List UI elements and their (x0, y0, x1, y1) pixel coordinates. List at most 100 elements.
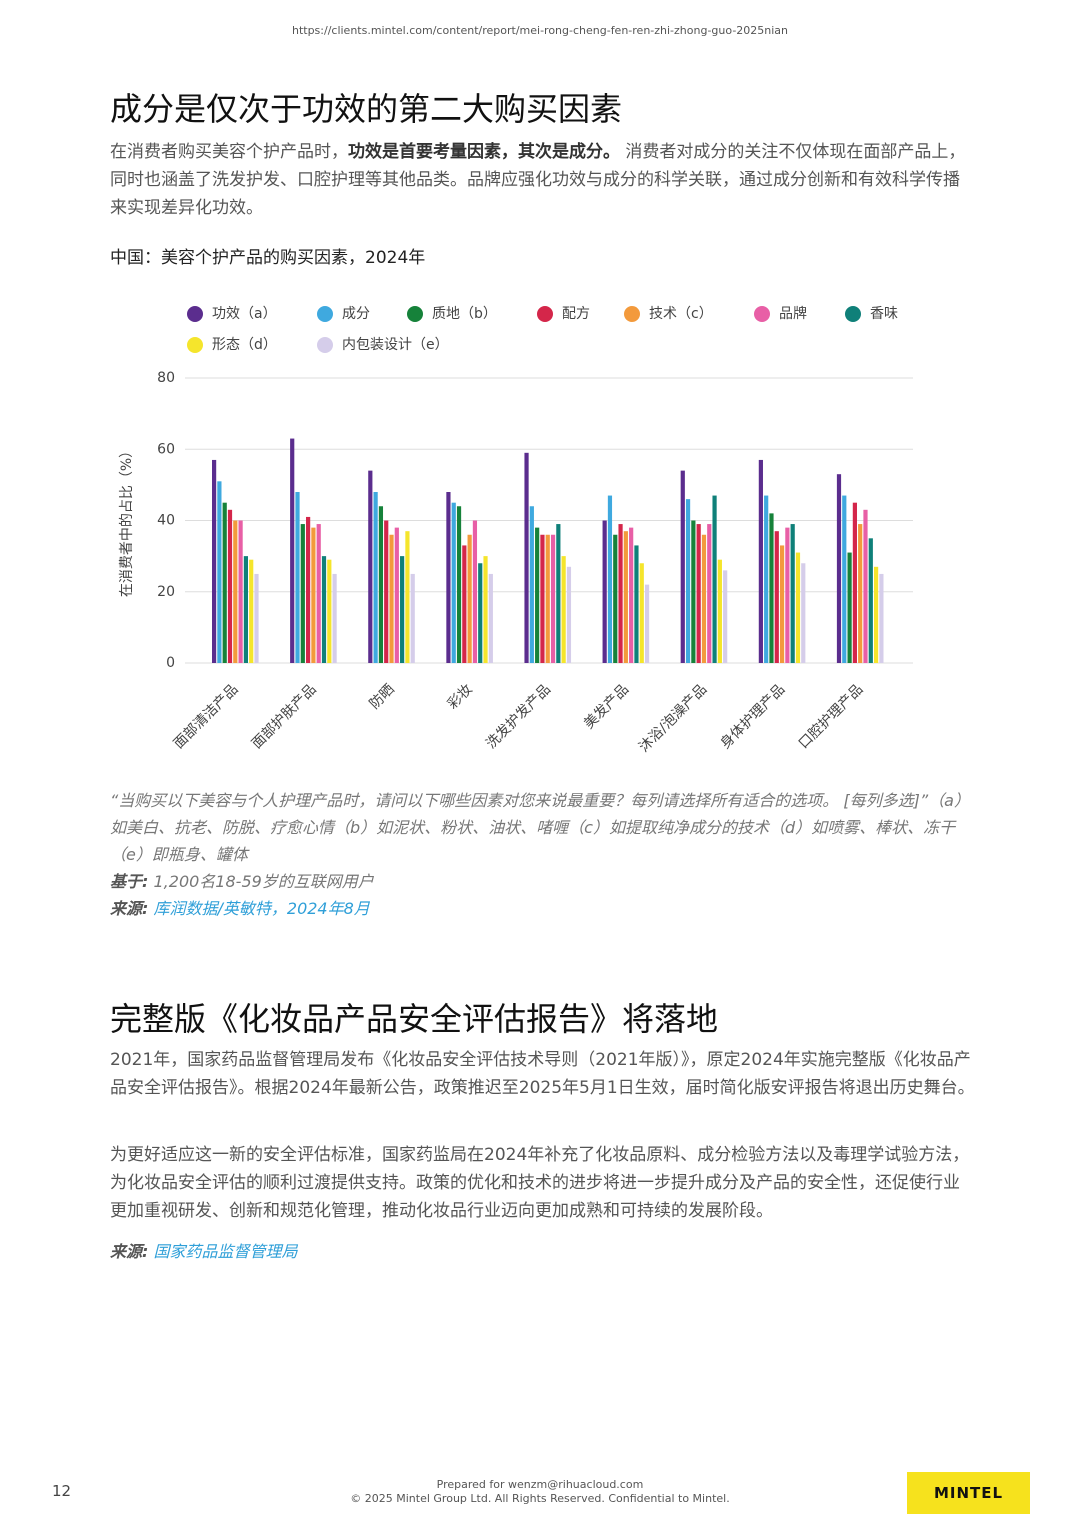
page-number: 12 (52, 1482, 72, 1500)
bar (472, 520, 478, 663)
bar (629, 527, 634, 663)
x-tick-label: 沐浴/泡澡产品 (636, 681, 710, 755)
x-tick-label: 彩妆 (445, 681, 476, 712)
legend-label: 内包装设计（e） (342, 337, 449, 353)
x-tick-label: 面部清洁产品 (171, 681, 242, 752)
bar (707, 524, 712, 663)
bar (384, 520, 389, 663)
bar (556, 524, 561, 663)
bar (618, 524, 623, 663)
legend-marker (187, 306, 203, 322)
paragraph: 为更好适应这一新的安全评估标准，国家药监局在2024年补充了化妆品原料、成分检验… (110, 1145, 970, 1221)
bar (613, 534, 618, 663)
source-link[interactable]: 国家药品监督管理局 (153, 1242, 298, 1261)
bar (701, 534, 707, 663)
y-tick-label: 40 (157, 513, 175, 529)
bar (311, 527, 316, 663)
bar (451, 502, 456, 663)
x-tick-label: 美发产品 (581, 681, 632, 732)
bar (488, 573, 493, 663)
bar (602, 520, 607, 663)
bar (462, 545, 467, 663)
bar (238, 520, 243, 663)
bold-text: 功效是首要考量因素，其次是成分。 (348, 142, 620, 162)
source-link[interactable]: 库润数据/英敏特，2024年8月 (153, 899, 370, 918)
bar (685, 499, 691, 663)
legend-marker (537, 306, 553, 322)
text: 消费者对成分的关注不仅体现在面部产品上，同时也涵盖了洗发护发、口腔护理等其他品类… (110, 142, 966, 218)
bar (696, 524, 701, 663)
legend-label: 香味 (870, 306, 898, 322)
legend-marker (187, 337, 203, 353)
y-axis-title: 在消费者中的占比（%） (119, 444, 135, 597)
bar (623, 531, 628, 663)
bar (233, 520, 238, 663)
bar (858, 524, 863, 663)
bar (639, 563, 644, 663)
bar (535, 527, 540, 663)
bar (295, 492, 300, 663)
bar (842, 495, 847, 663)
source-label: 来源: (110, 899, 149, 918)
bar (779, 545, 785, 663)
bar (868, 538, 873, 663)
text: 在消费者购买美容个护产品时， (110, 142, 348, 162)
paragraph: 2021年，国家药品监督管理局发布《化妆品安全评估技术导则（2021年版）》，原… (110, 1050, 975, 1098)
bar (217, 481, 222, 663)
bar (368, 470, 373, 663)
legend-label: 配方 (562, 306, 590, 322)
bar (316, 524, 321, 663)
x-tick-label: 口腔护理产品 (796, 681, 867, 752)
source: 来源: 国家药品监督管理局 (110, 1238, 975, 1265)
bar (566, 566, 572, 663)
url: https://clients.mintel.com/content/repor… (291, 24, 789, 37)
legend-label: 质地（b） (432, 306, 497, 322)
bar (254, 573, 259, 663)
bar (405, 531, 410, 663)
legend-marker (407, 306, 423, 322)
bar (524, 452, 529, 663)
chart-title: 中国：美容个护产品的购买因素，2024年 (110, 248, 426, 268)
bar (227, 509, 233, 663)
legend-label: 成分 (342, 306, 370, 322)
bar (550, 534, 556, 663)
bar (795, 552, 801, 663)
bar (607, 495, 613, 663)
legend-label: 功效（a） (212, 306, 277, 322)
x-tick-label: 洗发护发产品 (483, 681, 554, 752)
x-tick-label: 面部护肤产品 (249, 681, 320, 752)
bar (456, 506, 462, 663)
bar (378, 506, 384, 663)
legend-marker (845, 306, 861, 322)
base-label: 基于: (110, 872, 149, 891)
bar (644, 584, 650, 663)
y-tick-label: 20 (157, 584, 175, 600)
bar (634, 545, 639, 663)
bar (758, 459, 763, 663)
bar (691, 520, 696, 663)
note: “当购买以下美容与个人护理产品时，请问以下哪些因素对您来说最重要？每列请选择所有… (110, 791, 970, 864)
prepared: Prepared for wenzm@rihuacloud.com (436, 1478, 644, 1491)
bar (300, 524, 305, 663)
legend-marker (624, 306, 640, 322)
bar (212, 459, 217, 663)
bar (723, 570, 728, 663)
bar (545, 534, 550, 663)
y-tick-label: 0 (166, 655, 175, 671)
bar (446, 492, 451, 663)
bar (467, 534, 472, 663)
intro: 在消费者购买美容个护产品时，功效是首要考量因素，其次是成分。 消费者对成分的关注… (110, 138, 975, 222)
base: 基于: 1,200名18-59岁的互联网用户 (110, 868, 975, 895)
bar (222, 502, 227, 663)
bar (400, 556, 405, 663)
bar (483, 556, 488, 663)
section-title: 成分是仅次于功效的第二大购买因素 (110, 90, 623, 128)
bar (717, 559, 722, 663)
bar (790, 524, 795, 663)
bar (321, 556, 327, 663)
bar (290, 438, 295, 663)
bar (680, 470, 685, 663)
bar (764, 495, 769, 663)
bar (327, 559, 332, 663)
legend-label: 品牌 (779, 305, 807, 322)
